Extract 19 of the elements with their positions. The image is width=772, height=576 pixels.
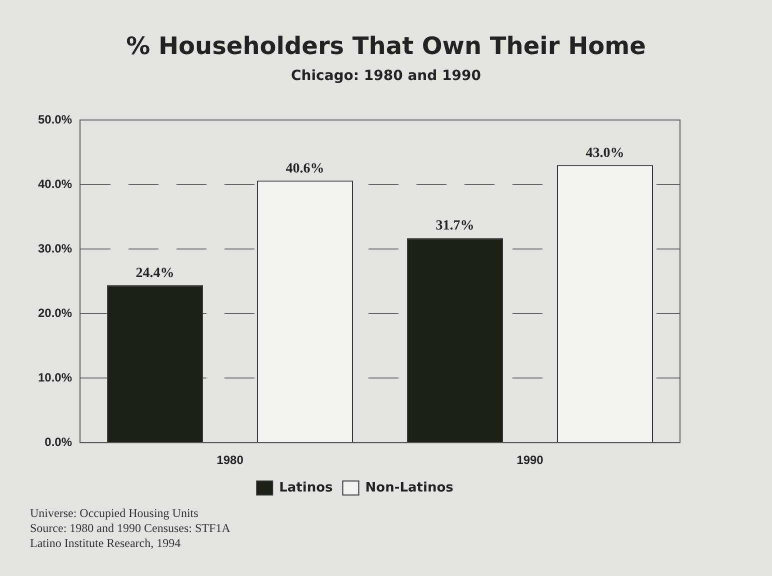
y-tick-label: 0.0% <box>44 434 72 449</box>
source-note: Source: 1980 and 1990 Censuses: STF1A <box>30 521 230 536</box>
chart-title: % Householders That Own Their Home <box>125 32 647 60</box>
chart-subtitle: Chicago: 1980 and 1990 <box>290 68 482 84</box>
data-label: 40.6% <box>286 161 324 176</box>
y-tick-label: 40.0% <box>38 176 72 191</box>
x-tick-label: 1980 <box>216 453 244 468</box>
y-tick-label: 20.0% <box>38 306 72 320</box>
y-tick-label: 30.0% <box>38 241 72 256</box>
y-tick-label: 50.0% <box>38 112 72 126</box>
text: Universe: Occupied Housing Units <box>30 506 200 521</box>
data-label: 24.4% <box>136 266 174 281</box>
legend-label: Latinos <box>279 480 334 496</box>
legend-label: Non-Latinos <box>365 480 454 496</box>
data-label: 43.0% <box>586 146 624 161</box>
data-label: 31.7% <box>436 218 474 234</box>
text: Latino Institute Research, 1994 <box>30 536 182 551</box>
x-tick-label: 1990 <box>516 453 544 468</box>
y-tick-label: 10.0% <box>38 370 72 384</box>
